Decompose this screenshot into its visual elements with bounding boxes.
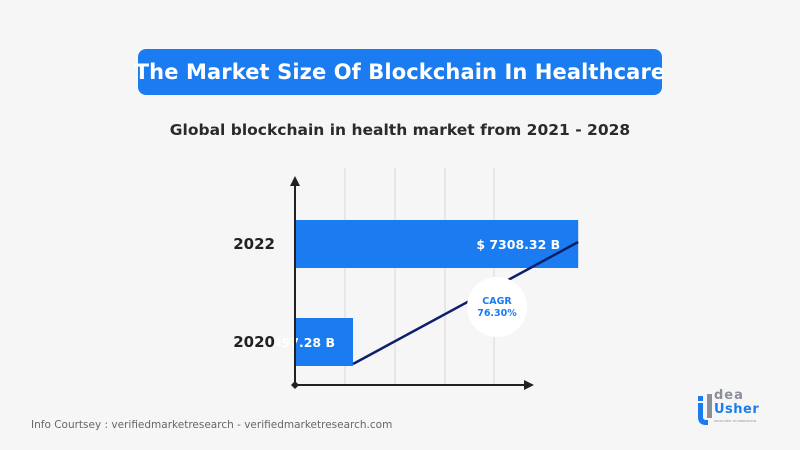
cagr-trend-line: [352, 240, 579, 366]
category-label: 2022: [233, 235, 275, 253]
cagr-bubble: [467, 277, 527, 337]
bar-value-label: $ 7308.32 B: [476, 237, 560, 252]
title-banner: The Market Size Of Blockchain In Healthc…: [135, 49, 665, 95]
logo-text-bottom: Usher: [714, 402, 760, 417]
axis-origin-marker: [291, 381, 299, 389]
y-axis-arrow: [290, 176, 300, 186]
bar-value-label: $ 1497.28 B: [251, 335, 335, 350]
chart-subtitle: Global blockchain in health market from …: [169, 121, 631, 139]
x-axis-arrow: [524, 380, 534, 390]
bar: [295, 318, 354, 366]
bar: [295, 220, 579, 268]
logo-text-top: dea: [714, 388, 744, 403]
logo-tagline: DEDICATED TO INNOVATION: [714, 419, 757, 423]
idea-usher-logo: dea Usher DEDICATED TO INNOVATION: [695, 388, 773, 429]
cagr-value: 76.30%: [477, 308, 517, 319]
cagr-label: CAGR: [482, 296, 512, 307]
category-label: 2020: [233, 333, 275, 351]
idea-usher-logo-icon: [698, 394, 712, 425]
page-title: The Market Size Of Blockchain In Healthc…: [134, 60, 666, 84]
info-credit: Info Courtsey : verifiedmarketresearch -…: [31, 419, 393, 431]
